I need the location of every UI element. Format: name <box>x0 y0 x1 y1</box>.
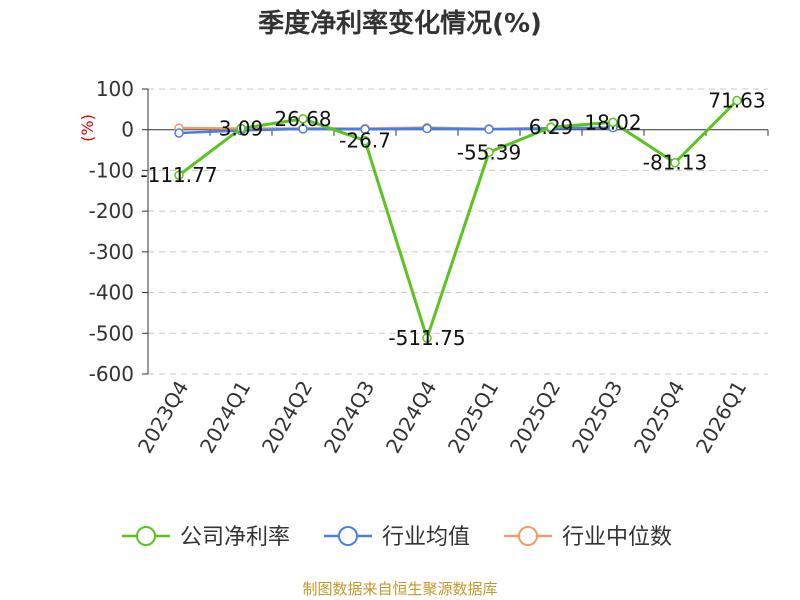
data-point <box>360 135 370 146</box>
data-point <box>174 170 184 180</box>
legend-label: 行业中位数 <box>562 525 672 550</box>
y-tick-label: -400 <box>89 281 134 305</box>
series-line-0 <box>178 99 739 340</box>
data-point <box>298 114 308 124</box>
series-line-1 <box>178 126 614 135</box>
data-label: 18.02 <box>584 110 641 134</box>
data-point <box>546 122 556 132</box>
data-label: 71.63 <box>708 89 765 113</box>
source-note: 制图数据来自恒生聚源数据库 <box>302 580 497 598</box>
x-tick-label: 2024Q1 <box>195 377 255 458</box>
legend-swatch-marker <box>338 526 358 546</box>
y-tick-label: -100 <box>89 158 134 182</box>
legend-swatch-marker <box>518 526 538 546</box>
legend-item-1: 行业均值 <box>324 525 470 550</box>
grid <box>148 88 768 375</box>
data-point <box>608 117 618 128</box>
data-labels: -111.773.09 26.68 -26.7 -511.75 -55.39 6.29 18… <box>140 89 765 351</box>
data-label: 26.68 <box>274 107 331 131</box>
x-tick-label: 2025Q2 <box>505 377 565 458</box>
y-tick-label: -500 <box>89 321 134 345</box>
data-point <box>298 124 308 134</box>
data-label: -55.39 <box>457 140 521 164</box>
y-tick-label: 0 <box>121 118 134 142</box>
y-axis-unit: (%) <box>78 114 97 142</box>
data-label: -81.13 <box>643 151 707 175</box>
legend-swatch-marker <box>136 526 156 546</box>
legend-label: 公司净利率 <box>180 525 290 550</box>
x-tick-label: 2026Q1 <box>691 377 751 458</box>
data-label: 6.29 <box>529 115 574 139</box>
data-point <box>360 124 370 135</box>
data-label: 3.09 <box>219 116 264 140</box>
x-tick-label: 2024Q4 <box>381 377 441 458</box>
chart-title: 季度净利率变化情况(%) <box>258 8 542 39</box>
data-point <box>236 123 246 134</box>
series-lines <box>174 95 742 343</box>
y-tick-label: -600 <box>89 362 134 386</box>
data-point <box>732 95 742 106</box>
y-tick-label: -300 <box>89 240 134 264</box>
legend-label: 行业均值 <box>382 525 470 550</box>
data-point <box>484 147 494 158</box>
x-tick-label: 2023Q4 <box>133 377 193 458</box>
data-label: -511.75 <box>388 326 465 350</box>
x-tick-label: 2025Q4 <box>629 377 689 458</box>
y-tick-label: -200 <box>89 199 134 223</box>
data-point <box>422 333 432 343</box>
data-point <box>174 128 184 138</box>
data-label: -26.7 <box>339 129 391 153</box>
x-tick-label: 2025Q1 <box>443 377 503 458</box>
legend-item-2: 行业中位数 <box>504 525 672 550</box>
y-tick-label: 100 <box>96 77 134 101</box>
x-tick-label: 2024Q2 <box>257 377 317 458</box>
data-label: -111.77 <box>140 163 217 187</box>
legend: 公司净利率 行业均值 行业中位数 <box>122 525 672 550</box>
data-point <box>670 157 680 168</box>
legend-item-0: 公司净利率 <box>122 525 290 550</box>
data-point <box>422 123 432 134</box>
x-tick-label: 2025Q3 <box>567 377 627 458</box>
data-point <box>484 124 494 135</box>
x-tick-label: 2024Q3 <box>319 377 379 458</box>
